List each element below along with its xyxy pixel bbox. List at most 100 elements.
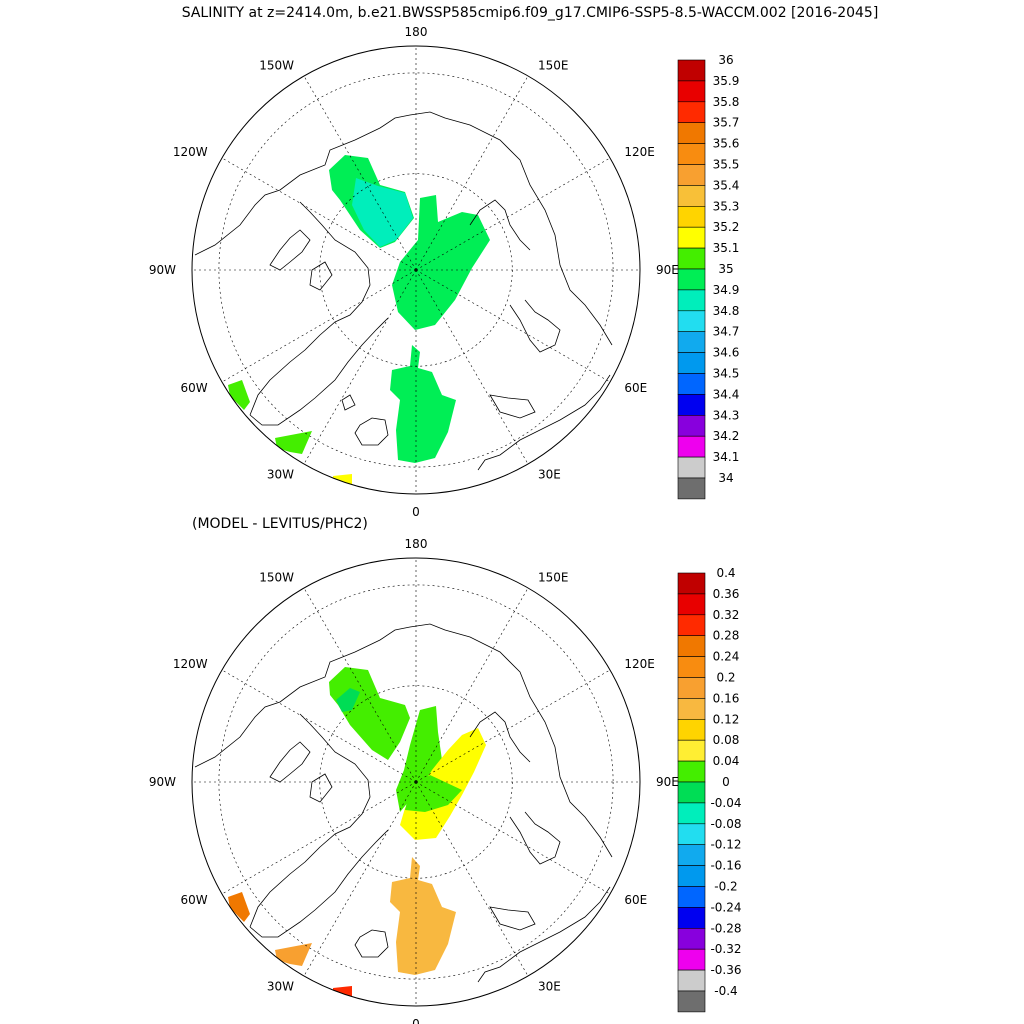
latitude-circle [319,685,513,879]
colorbar-tick-label: 0.2 [716,671,735,685]
difference-region-eurasian-mid [405,775,462,812]
colorbar-tick-label: 35.6 [713,137,740,151]
difference-map-panel: 180 150E 120E 90E 60E 30E 0 30W 60W 90W 120W 150W 0… [149,537,742,1024]
meridian-line [303,587,417,783]
colorbar-swatch [677,456,706,479]
colorbar-tick-label: 0.04 [713,754,740,768]
longitude-label: 0 [412,1017,420,1024]
colorbar-swatch [677,122,706,144]
colorbar-tick-label: 34.6 [713,346,740,360]
colorbar-swatch [677,698,706,720]
colorbar-swatch [677,823,706,845]
colorbar-swatch [677,373,706,395]
colorbar-tick-label: 34 [718,471,733,485]
colorbar-tick-label: 36 [718,53,733,67]
colorbar-swatch [677,781,706,804]
colorbar-tick-label: 0.28 [713,629,740,643]
colorbar-swatch [677,80,706,103]
salinity-region-greenland-sea [390,345,456,463]
colorbar-tick-label: 35.2 [713,220,740,234]
longitude-label: 60W [180,381,207,395]
longitude-label: 150E [538,571,569,585]
difference-colorbar: 0.4 0.36 0.32 0.28 0.24 0.2 0.16 0.12 0.08 0.04 0 -… [677,566,742,1013]
longitude-label: 90E [656,775,679,789]
longitude-label: 180 [405,25,428,39]
longitude-label: 180 [405,537,428,551]
colorbar-tick-label: 0.4 [716,566,735,580]
coastlines [194,623,613,983]
colorbar-tick-label: 34.9 [713,283,740,297]
colorbar-swatch [677,143,706,165]
colorbar-tick-label: 0.24 [713,650,740,664]
colorbar-tick-label: 0.36 [713,587,740,601]
map-grid [192,558,640,1006]
colorbar-tick-label: -0.24 [710,900,741,914]
longitude-label: 60E [624,381,647,395]
longitude-label: 30W [267,979,294,993]
colorbar-swatch [677,164,706,186]
longitude-label: 120E [624,657,655,671]
colorbar-tick-label: 35.1 [713,241,740,255]
colorbar-tick-label: -0.16 [710,859,741,873]
longitude-label: 30W [267,467,294,481]
difference-region-labrador-sea [228,892,250,922]
colorbar-swatch [677,59,706,82]
latitude-circle [319,173,513,367]
colorbar-swatch [677,310,706,332]
longitude-label: 90W [149,263,176,277]
colorbar-swatch [677,802,706,825]
colorbar-swatch [677,593,706,616]
colorbar-tick-label: 35.9 [713,74,740,88]
colorbar-swatch [677,844,706,866]
colorbar-swatch [677,331,706,353]
longitude-label: 90E [656,263,679,277]
colorbar-swatch [677,990,706,1013]
colorbar-swatch [677,247,706,270]
colorbar-tick-label: 35.4 [713,178,740,192]
colorbar-swatch [677,185,706,207]
salinity-region-irminger-sea [275,431,312,454]
colorbar-swatch [677,886,706,908]
colorbar-swatch [677,907,706,929]
colorbar-tick-label: 35.3 [713,199,740,213]
colorbar-tick-label: -0.28 [710,921,741,935]
longitude-label: 150W [259,571,294,585]
salinity-region-labrador-sea [228,380,250,410]
colorbar-swatch [677,656,706,678]
colorbar-swatch [677,948,706,971]
latitude-circle [218,584,614,980]
colorbar-tick-label: 34.2 [713,429,740,443]
main-title: SALINITY at z=2414.0m, b.e21.BWSSP585cmi… [182,5,879,21]
colorbar-tick-label: -0.4 [714,984,737,998]
colorbar-swatch [677,739,706,762]
latitude-circle [218,72,614,468]
meridian-line [221,157,417,271]
difference-region-canada-basin-low [336,688,360,712]
meridian-line [415,269,611,383]
colorbar-swatch [677,718,706,741]
meridian-line [221,669,417,783]
colorbar-swatch [677,352,706,374]
difference-region-eurasian-basin-low [396,706,442,812]
colorbar-swatch [677,268,706,291]
meridian-line [415,157,611,271]
colorbar-tick-label: 34.1 [713,450,740,464]
colorbar-tick-label: 0.08 [713,733,740,747]
colorbar-tick-label: 0.16 [713,691,740,705]
colorbar-tick-label: 34.5 [713,367,740,381]
colorbar-swatch [677,969,706,992]
colorbar-tick-label: -0.32 [710,942,741,956]
colorbar-tick-label: 0 [722,775,730,789]
difference-subtitle: (MODEL - LEVITUS/PHC2) [192,516,368,532]
colorbar-tick-label: -0.2 [714,880,737,894]
meridian-line [415,75,529,271]
meridian-line [415,781,611,895]
colorbar-tick-label: 35.8 [713,95,740,109]
salinity-region-eurasian-basin [392,195,490,330]
difference-region-canada-basin [329,667,410,760]
colorbar-swatch [677,760,706,783]
colorbar-tick-label: -0.36 [710,963,741,977]
salinity-colorbar: 36 35.9 35.8 35.7 35.6 35.5 35.4 35.3 35.2 35.1 35… [677,53,740,500]
colorbar-swatch [677,614,706,636]
